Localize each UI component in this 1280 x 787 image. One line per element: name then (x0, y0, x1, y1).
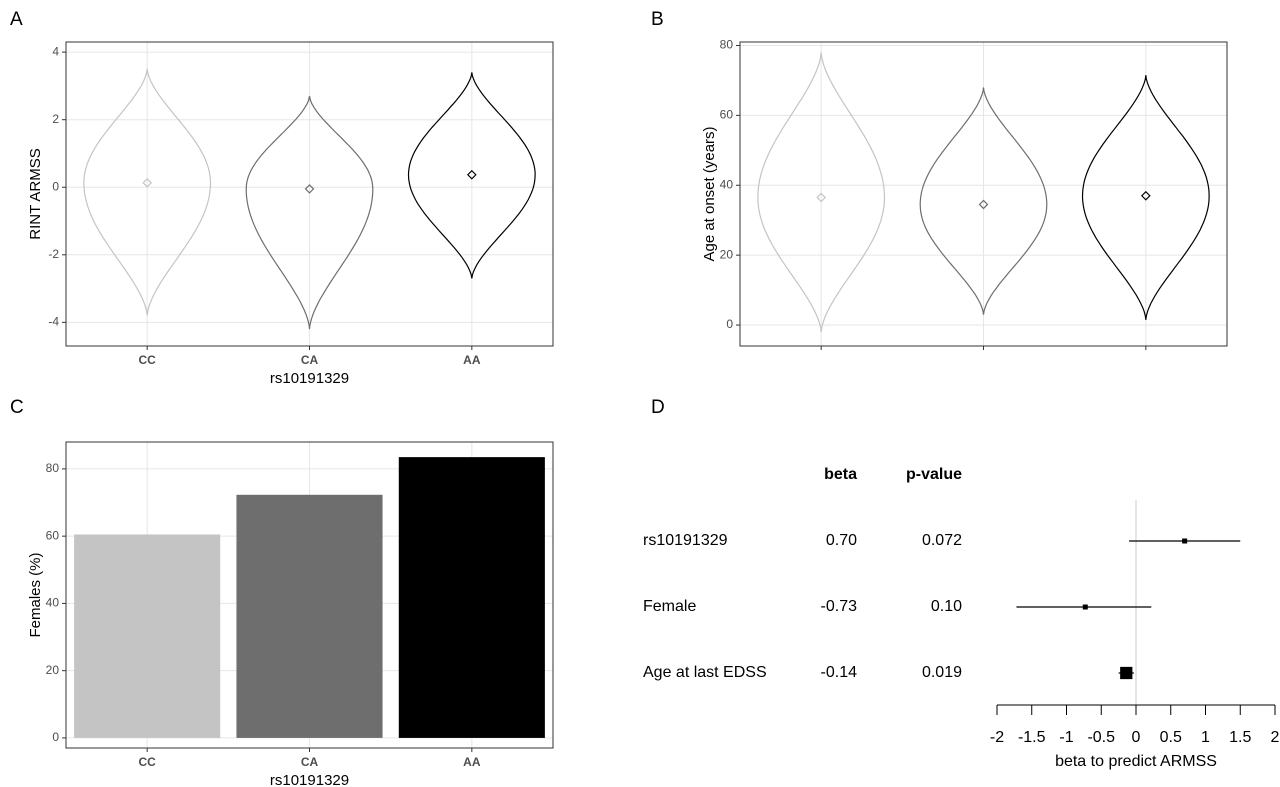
p-value-label: 0.10 (931, 598, 962, 615)
y-tick-label: -4 (48, 315, 59, 329)
x-tick-label: AA (463, 353, 481, 367)
mean-marker (978, 199, 989, 210)
panel-label: D (651, 397, 665, 418)
x-tick-label: -0.5 (1087, 729, 1115, 746)
row-label: Female (643, 598, 696, 615)
y-tick-label: 60 (720, 108, 734, 122)
column-header: beta (824, 466, 857, 483)
beta-label: -0.73 (821, 598, 858, 615)
row-label: Age at last EDSS (643, 664, 767, 681)
y-tick-label: 0 (726, 317, 733, 331)
x-tick-label: CA (301, 353, 319, 367)
row-label: rs10191329 (643, 532, 728, 549)
violin (83, 68, 212, 316)
violin (407, 72, 536, 279)
x-tick-label: 0 (1132, 729, 1141, 746)
x-tick-label: 2 (1271, 729, 1280, 746)
plot-border (65, 441, 554, 749)
violin (757, 52, 886, 333)
plot-border (739, 41, 1228, 347)
y-tick-label: 0 (52, 730, 59, 744)
estimate-box (1082, 604, 1088, 610)
x-tick-label: -1.5 (1018, 729, 1046, 746)
x-tick-label: 1.5 (1229, 729, 1251, 746)
panel-label: A (10, 9, 23, 30)
x-tick-label: -1 (1059, 729, 1073, 746)
x-tick-label: -2 (990, 729, 1004, 746)
panel-label: B (651, 9, 664, 30)
y-tick-label: 0 (52, 179, 59, 193)
column-header: p-value (906, 466, 962, 483)
x-axis-title: beta to predict ARMSS (1055, 753, 1217, 770)
p-value-label: 0.072 (922, 532, 962, 549)
beta-label: -0.14 (821, 664, 858, 681)
x-tick-label: CC (138, 353, 156, 367)
panel-label: C (10, 397, 24, 418)
estimate-box (1182, 538, 1188, 544)
y-tick-label: 80 (720, 38, 734, 52)
estimate-box (1120, 666, 1133, 680)
mean-marker (142, 178, 153, 188)
y-axis-title: Females (%) (27, 552, 44, 637)
mean-marker (304, 184, 315, 194)
bar (74, 534, 221, 738)
mean-marker (816, 192, 827, 203)
mean-marker (1140, 190, 1151, 201)
mean-marker (466, 169, 477, 180)
y-tick-label: -2 (48, 247, 59, 261)
x-tick-label: AA (463, 755, 481, 769)
y-axis-title: Age at onset (years) (701, 126, 718, 261)
x-axis-title: rs10191329 (270, 370, 349, 387)
x-tick-label: 0.5 (1160, 729, 1182, 746)
y-tick-label: 60 (46, 528, 60, 542)
y-tick-label: 20 (720, 247, 734, 261)
p-value-label: 0.019 (922, 664, 962, 681)
violin (245, 95, 374, 330)
y-tick-label: 40 (720, 177, 734, 191)
violin (919, 87, 1048, 315)
x-axis-title: rs10191329 (270, 772, 349, 787)
y-tick-label: 2 (52, 112, 59, 126)
beta-label: 0.70 (826, 532, 857, 549)
y-tick-label: 40 (46, 596, 60, 610)
bar (398, 457, 545, 738)
y-tick-label: 4 (52, 44, 59, 58)
x-tick-label: CC (138, 755, 156, 769)
y-tick-label: 80 (46, 461, 60, 475)
y-tick-label: 20 (46, 663, 60, 677)
x-tick-label: 1 (1201, 729, 1210, 746)
bar (236, 494, 383, 738)
x-tick-label: CA (301, 755, 319, 769)
plot-border (65, 41, 554, 347)
y-axis-title: RINT ARMSS (27, 148, 44, 239)
violin (1081, 75, 1210, 320)
